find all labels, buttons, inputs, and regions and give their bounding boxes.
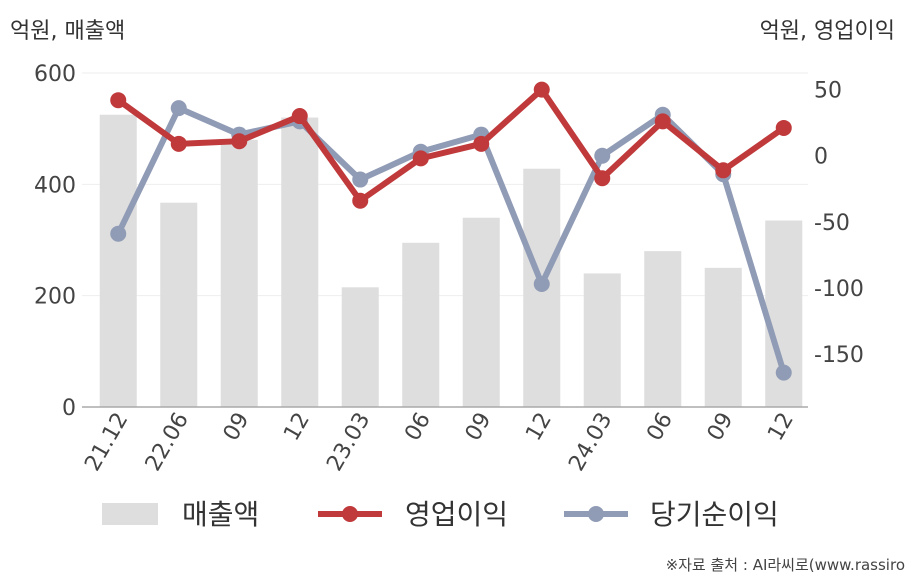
x-tick-label: 09 xyxy=(461,409,497,446)
line-당기순이익 xyxy=(115,105,787,374)
x-tick-label: 06 xyxy=(400,409,436,446)
point-영업이익-09 xyxy=(231,133,248,150)
bar-22.06 xyxy=(160,202,198,407)
legend: 매출액 영업이익 당기순이익 xyxy=(102,498,779,531)
left-axis-unit: 억원, 매출액 xyxy=(10,19,125,44)
legend-marker-operating-profit xyxy=(342,506,358,522)
point-영업이익-24.03 xyxy=(594,170,611,187)
bar-09 xyxy=(462,217,500,407)
bar-06 xyxy=(402,242,440,407)
point-영업이익-09 xyxy=(715,162,732,179)
right-tick-label: 0 xyxy=(814,145,828,170)
legend-label-net-income: 당기순이익 xyxy=(650,498,779,531)
point-당기순이익-12 xyxy=(775,364,792,381)
left-axis-ticks: 0 200 400 600 xyxy=(34,62,76,421)
bar-21.12 xyxy=(99,114,137,407)
bar-23.03 xyxy=(341,287,379,407)
x-tick-label: 12 xyxy=(279,409,315,446)
legend-label-operating-profit: 영업이익 xyxy=(405,498,508,531)
point-당기순이익-12 xyxy=(533,276,550,293)
point-영업이익-06 xyxy=(654,113,671,130)
x-tick-label: 22.06 xyxy=(141,409,194,476)
x-tick-label: 09 xyxy=(703,409,739,446)
legend-swatch-sales xyxy=(102,503,158,525)
bar-series xyxy=(99,114,803,408)
point-영업이익-23.03 xyxy=(352,192,369,209)
x-tick-label: 24.03 xyxy=(564,409,617,476)
right-tick-label: -50 xyxy=(814,211,850,236)
x-tick-label: 06 xyxy=(642,409,678,446)
point-영업이익-12 xyxy=(775,119,792,136)
x-axis-ticks: 21.12 22.06 09 12 23.03 06 09 12 24.03 06 09 12 xyxy=(80,409,799,476)
point-당기순이익-22.06 xyxy=(170,100,187,117)
x-tick-label: 09 xyxy=(219,409,255,446)
x-tick-label: 23.03 xyxy=(322,409,375,476)
legend-label-sales: 매출액 xyxy=(182,498,259,531)
point-영업이익-21.12 xyxy=(110,92,127,109)
left-tick-label: 400 xyxy=(34,173,76,198)
bar-12 xyxy=(281,117,319,408)
bar-09 xyxy=(704,267,742,407)
point-영업이익-22.06 xyxy=(170,135,187,152)
bar-24.03 xyxy=(583,273,621,407)
right-tick-label: -150 xyxy=(814,343,864,368)
bar-06 xyxy=(644,251,682,407)
right-axis-unit: 억원, 영업이익 xyxy=(760,19,895,44)
x-tick-label: 12 xyxy=(763,409,799,446)
point-당기순이익-21.12 xyxy=(110,225,127,242)
point-영업이익-12 xyxy=(533,81,550,98)
right-axis-ticks: 50 0 -50 -100 -150 xyxy=(814,79,864,368)
point-영업이익-09 xyxy=(473,135,490,152)
source-note: ※자료 출처 : AI라씨로(www.rassiro xyxy=(666,556,905,574)
right-tick-label: 50 xyxy=(814,79,842,104)
point-당기순이익-24.03 xyxy=(594,147,611,164)
point-당기순이익-23.03 xyxy=(352,171,369,188)
legend-marker-net-income xyxy=(588,506,604,522)
right-tick-label: -100 xyxy=(814,277,864,302)
left-tick-label: 600 xyxy=(34,62,76,87)
point-영업이익-12 xyxy=(291,108,308,125)
point-영업이익-06 xyxy=(412,150,429,167)
line-series xyxy=(110,81,792,381)
x-tick-label: 21.12 xyxy=(80,409,133,476)
line-영업이익 xyxy=(116,86,786,204)
gridlines xyxy=(82,72,808,297)
bar-09 xyxy=(220,139,258,408)
left-tick-label: 200 xyxy=(34,285,76,310)
left-tick-label: 0 xyxy=(62,396,76,421)
x-tick-label: 12 xyxy=(521,409,557,446)
